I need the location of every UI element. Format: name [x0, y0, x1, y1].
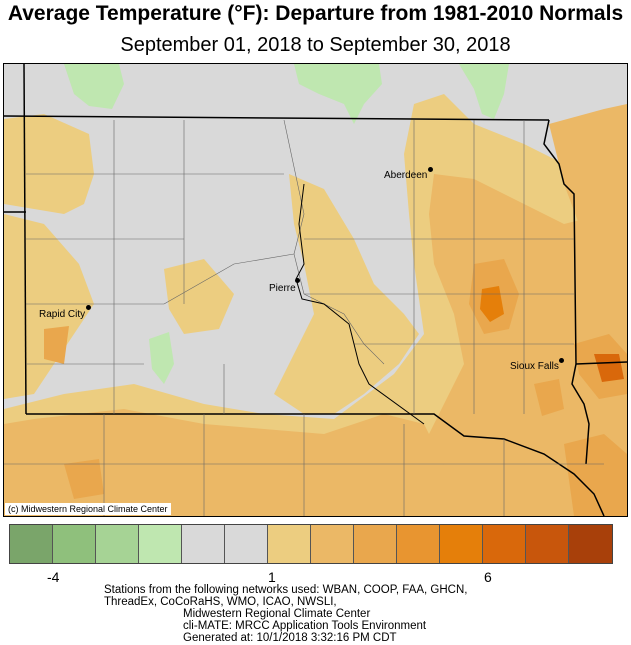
legend-tick-minus-4: -4	[47, 569, 60, 585]
legend-swatch-11	[483, 525, 526, 563]
legend-swatch-7	[311, 525, 354, 563]
pierre-dot-icon	[295, 278, 300, 283]
hot-spot-sioux-falls-east	[594, 354, 624, 382]
city-label-sioux-falls: Sioux Falls	[510, 361, 559, 372]
footer-line-4: cli-MATE: MRCC Application Tools Environ…	[183, 620, 427, 632]
warm-spot-southwest	[64, 459, 104, 499]
temperature-departure-map: Aberdeen Pierre Rapid City Sioux Falls (…	[3, 63, 628, 517]
rapid-city-dot-icon	[86, 305, 91, 310]
legend-swatch-3	[139, 525, 182, 563]
city-label-rapid-city: Rapid City	[39, 309, 86, 320]
sd-wy-mt-border	[23, 64, 27, 415]
map-subtitle: September 01, 2018 to September 30, 2018	[120, 34, 511, 56]
sd-mn-ia-border	[543, 119, 590, 465]
legend-swatch-4	[182, 525, 225, 563]
legend-swatch-1	[53, 525, 96, 563]
legend-swatch-13	[569, 525, 612, 563]
legend-swatch-9	[397, 525, 440, 563]
legend-swatch-2	[96, 525, 139, 563]
legend-swatch-5	[225, 525, 268, 563]
warm-area-nebraska	[4, 409, 444, 516]
legend-swatch-8	[354, 525, 397, 563]
warm-area-west-central	[164, 259, 234, 334]
county-lines	[4, 119, 604, 516]
city-label-aberdeen: Aberdeen	[384, 170, 428, 181]
legend-swatch-6	[268, 525, 311, 563]
warm-spot-sioux-falls-south	[534, 379, 564, 416]
missouri-river	[295, 183, 425, 425]
warm-area-southeast	[394, 174, 627, 516]
mn-ia-border	[575, 361, 627, 365]
warm-area-west	[4, 214, 94, 399]
nd-sd-border	[4, 115, 550, 121]
sd-ne-border	[26, 413, 605, 516]
map-canvas	[4, 64, 627, 516]
cool-area-southwest	[149, 332, 174, 384]
aberdeen-dot-icon	[428, 167, 433, 172]
legend-tick-6: 6	[484, 569, 492, 585]
cool-area-northeast	[459, 64, 509, 119]
city-label-pierre: Pierre	[269, 283, 296, 294]
map-title: Average Temperature (°F): Departure from…	[7, 2, 624, 25]
map-credit: (c) Midwestern Regional Climate Center	[5, 503, 171, 515]
footer-line-2: ThreadEx, CoCoRaHS, WMO, ICAO, NWSLI,	[104, 596, 337, 608]
footer-line-1: Stations from the following networks use…	[104, 584, 468, 596]
warm-spot-black-hills	[44, 326, 69, 364]
legend-swatch-10	[440, 525, 483, 563]
cool-area-north-central	[294, 64, 382, 124]
footer-line-3: Midwestern Regional Climate Center	[183, 608, 371, 620]
cool-area-northwest	[64, 64, 124, 109]
hot-spot-east-central	[480, 286, 504, 322]
warm-spot-southeast-corner	[564, 434, 627, 516]
legend-tick-1: 1	[268, 569, 276, 585]
footer-notes: Stations from the following networks use…	[0, 584, 631, 644]
legend-swatch-12	[526, 525, 569, 563]
footer-line-5: Generated at: 10/1/2018 3:32:16 PM CDT	[183, 632, 397, 644]
warm-area-northwest	[4, 114, 94, 214]
warm-area-minnesota	[549, 104, 627, 244]
color-legend	[9, 524, 613, 564]
sioux-falls-dot-icon	[559, 358, 564, 363]
legend-swatch-0	[10, 525, 53, 563]
